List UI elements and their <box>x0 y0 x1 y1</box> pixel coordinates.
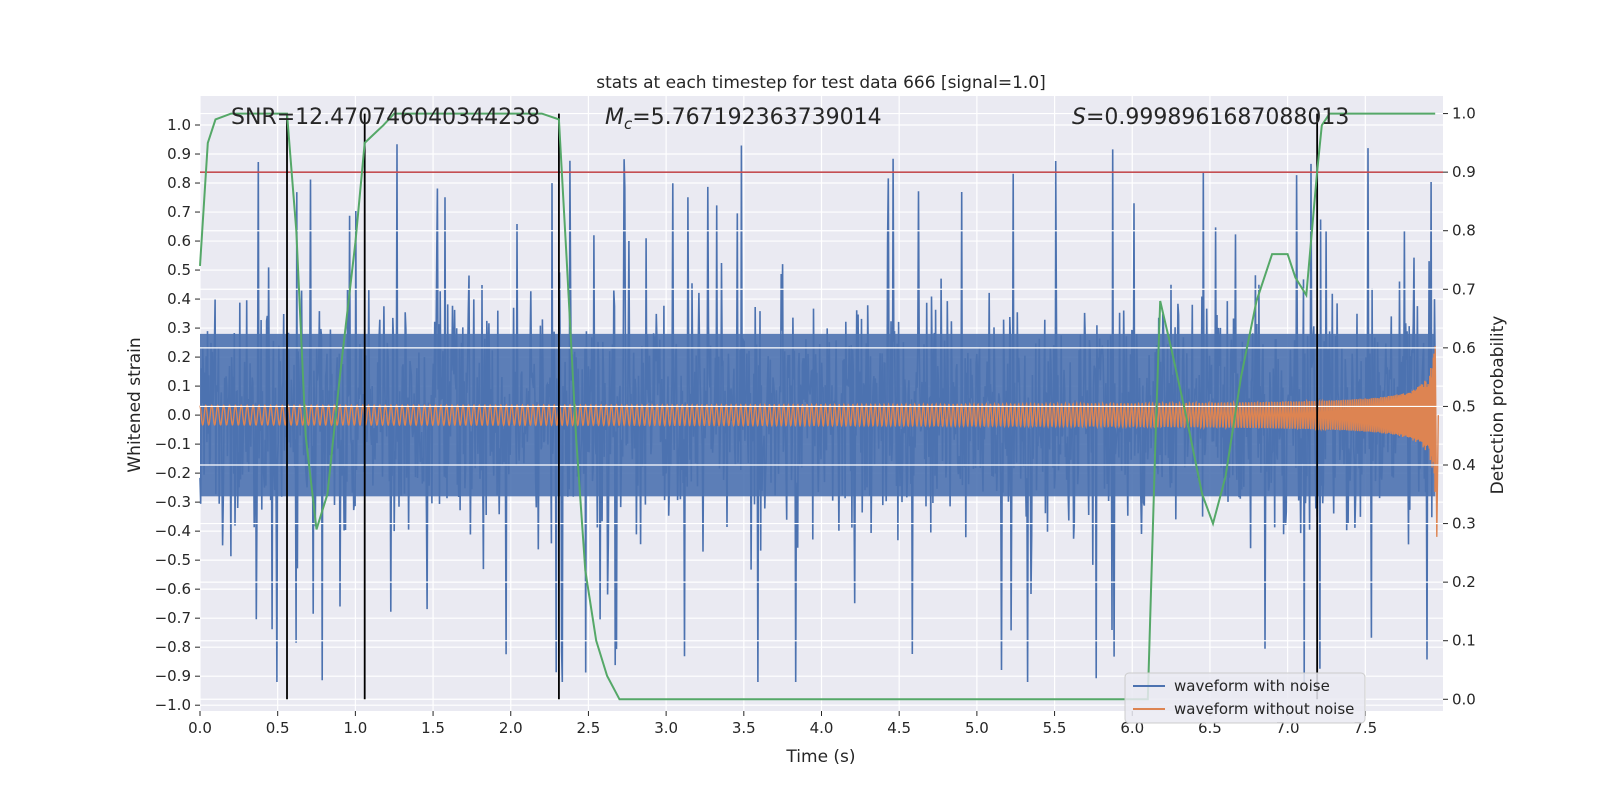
x-tick-label-5: 2.5 <box>577 719 601 737</box>
y-left-tick-label-8: 0.2 <box>167 348 191 366</box>
chirp-mass-symbol: M <box>605 105 624 130</box>
y-axis-label-left: Whitened strain <box>125 337 145 472</box>
x-tick-label-6: 3.0 <box>654 719 678 737</box>
y-left-tick-label-12: −0.2 <box>155 464 191 482</box>
x-axis-label: Time (s) <box>785 747 855 767</box>
y-left-tick-label-6: 0.4 <box>167 290 191 308</box>
y-left-tick-label-3: 0.7 <box>167 203 191 221</box>
y-left-tick-label-13: −0.3 <box>155 493 191 511</box>
x-tick-label-7: 3.5 <box>732 719 756 737</box>
y-left-tick-label-17: −0.7 <box>155 609 191 627</box>
y-right-tick-label-7: 0.3 <box>1452 515 1476 533</box>
y-right-tick-label-9: 0.1 <box>1452 632 1476 650</box>
chirp-mass-subscript: c <box>624 115 633 133</box>
y-right-tick-label-3: 0.7 <box>1452 280 1476 298</box>
y-left-tick-label-5: 0.5 <box>167 261 191 279</box>
y-left-tick-label-1: 0.9 <box>167 145 191 163</box>
y-left-tick-label-16: −0.6 <box>155 580 191 598</box>
snr-annotation: SNR=12.470746040344238 <box>231 105 540 130</box>
y-left-tick-label-20: −1.0 <box>155 696 191 714</box>
y-left-tick-label-18: −0.8 <box>155 638 191 656</box>
y-left-tick-label-7: 0.3 <box>167 319 191 337</box>
legend-box <box>1124 672 1366 724</box>
x-tick-label-8: 4.0 <box>810 719 834 737</box>
legend-label-noise: waveform with noise <box>1174 677 1330 695</box>
y-left-tick-label-2: 0.8 <box>167 174 191 192</box>
y-left-tick-label-15: −0.5 <box>155 551 191 569</box>
chirp-mass-value: =5.767192363739014 <box>632 105 881 130</box>
s-symbol: S <box>1072 105 1086 130</box>
x-tick-label-1: 0.5 <box>266 719 290 737</box>
y-right-tick-label-6: 0.4 <box>1452 456 1476 474</box>
x-tick-label-0: 0.0 <box>188 719 212 737</box>
chart-title: stats at each timestep for test data 666… <box>596 73 1046 93</box>
y-left-tick-label-10: 0.0 <box>167 406 191 424</box>
y-axis-label-right: Detection probability <box>1488 316 1508 495</box>
y-right-tick-label-2: 0.8 <box>1452 222 1476 240</box>
signal-series <box>199 346 1439 537</box>
legend-label-signal: waveform without noise <box>1174 700 1354 718</box>
signal-waveform-line <box>199 346 1439 537</box>
chirp-mass-annotation: Mc=5.767192363739014 <box>605 105 882 133</box>
y-left-tick-label-11: −0.1 <box>155 435 191 453</box>
legend: waveform with noise waveform without noi… <box>1124 672 1366 724</box>
y-right-tick-label-5: 0.5 <box>1452 397 1476 415</box>
y-left-tick-label-14: −0.4 <box>155 522 191 540</box>
probability-series <box>199 112 1436 701</box>
s-annotation: S=0.9998961687088013 <box>1072 105 1349 130</box>
x-tick-label-4: 2.0 <box>499 719 523 737</box>
x-tick-label-11: 5.5 <box>1043 719 1067 737</box>
y-right-tick-label-10: 0.0 <box>1452 690 1476 708</box>
probability-line <box>199 112 1436 701</box>
y-left-tick-label-19: −0.9 <box>155 667 191 685</box>
x-tick-label-3: 1.5 <box>421 719 445 737</box>
s-value: =0.9998961687088013 <box>1086 105 1349 130</box>
y-left-tick-label-0: 1.0 <box>167 116 191 134</box>
x-tick-label-10: 5.0 <box>965 719 989 737</box>
y-right-tick-label-1: 0.9 <box>1452 163 1476 181</box>
y-left-tick-label-9: 0.1 <box>167 377 191 395</box>
y-right-tick-label-0: 1.0 <box>1452 105 1476 123</box>
x-tick-label-9: 4.5 <box>887 719 911 737</box>
ticks: 0.0 0.5 1.0 1.5 2.0 2.5 3.0 3.5 4.0 4.5 5.0 5.5 6.0 6… <box>155 105 1476 737</box>
y-right-tick-label-8: 0.2 <box>1452 573 1476 591</box>
x-tick-label-2: 1.0 <box>343 719 367 737</box>
y-right-tick-label-4: 0.6 <box>1452 339 1476 357</box>
y-left-tick-label-4: 0.6 <box>167 232 191 250</box>
